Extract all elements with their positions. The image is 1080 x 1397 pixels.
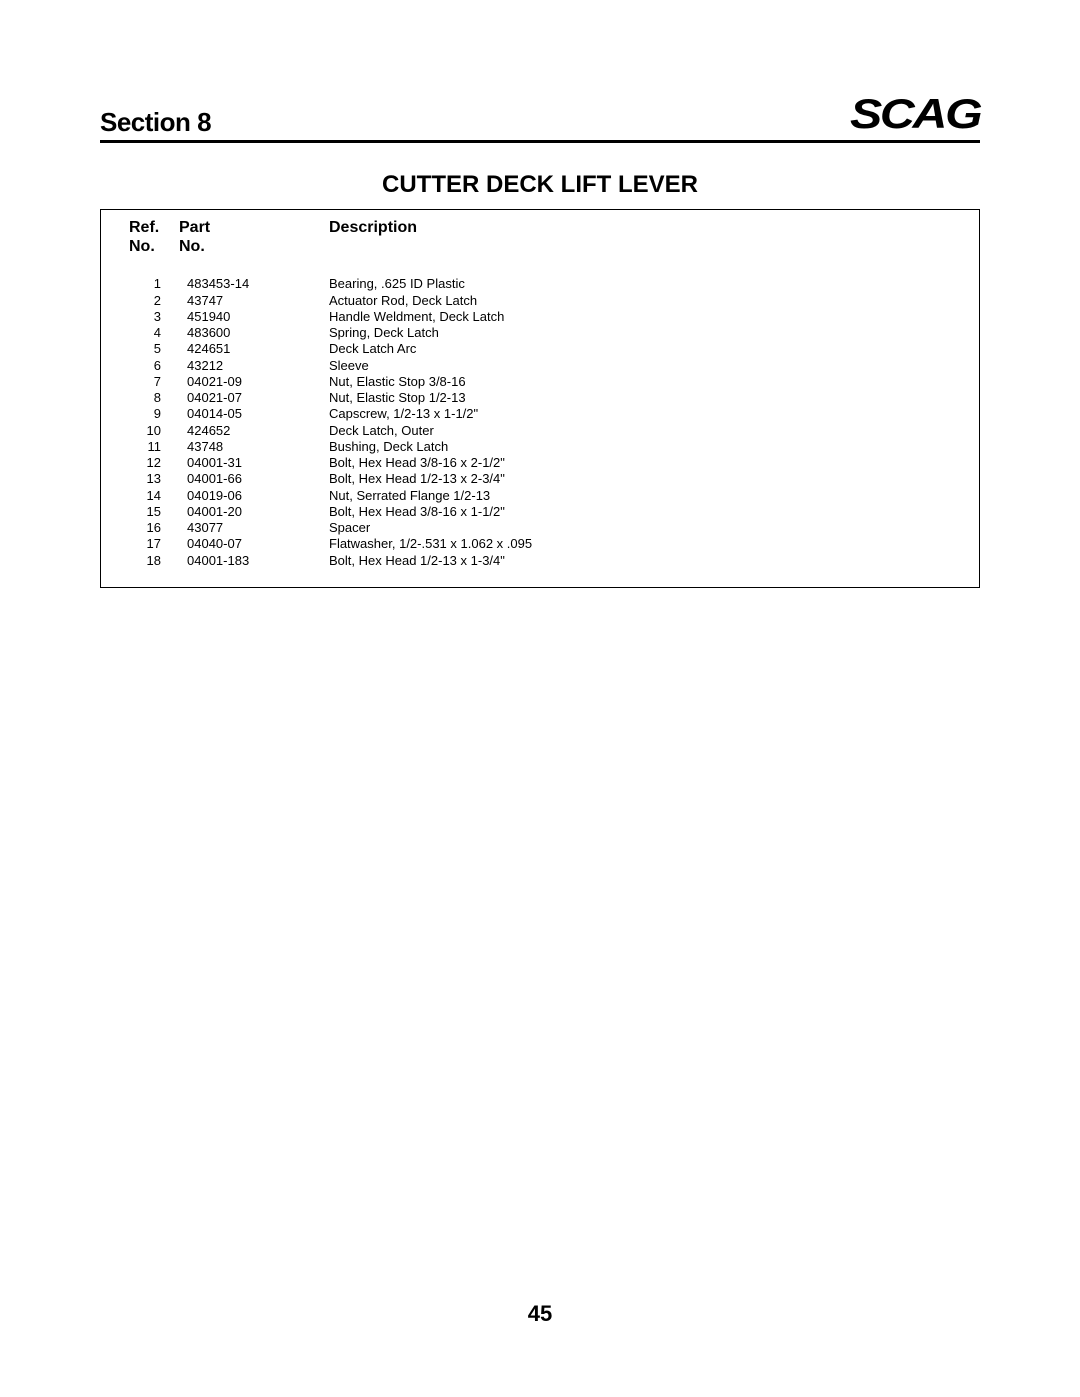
col-header-part-line1: Part xyxy=(179,218,329,237)
page-container: Section 8 SCAG CUTTER DECK LIFT LEVER Re… xyxy=(0,0,1080,588)
table-row: 3451940Handle Weldment, Deck Latch xyxy=(141,309,959,325)
table-row: 1504001-20Bolt, Hex Head 3/8-16 x 1-1/2" xyxy=(141,504,959,520)
cell-part-no: 04021-07 xyxy=(187,390,329,406)
cell-part-no: 04014-05 xyxy=(187,406,329,422)
cell-ref-no: 3 xyxy=(141,309,187,325)
col-header-ref: Ref. No. xyxy=(129,218,179,256)
cell-description: Bolt, Hex Head 3/8-16 x 2-1/2" xyxy=(329,455,959,471)
table-row: 1643077Spacer xyxy=(141,520,959,536)
col-header-ref-line2: No. xyxy=(129,237,179,256)
table-row: 10424652Deck Latch, Outer xyxy=(141,423,959,439)
cell-ref-no: 7 xyxy=(141,374,187,390)
cell-description: Spacer xyxy=(329,520,959,536)
cell-description: Flatwasher, 1/2-.531 x 1.062 x .095 xyxy=(329,536,959,552)
cell-part-no: 04019-06 xyxy=(187,488,329,504)
cell-description: Bolt, Hex Head 1/2-13 x 2-3/4" xyxy=(329,471,959,487)
cell-description: Nut, Elastic Stop 1/2-13 xyxy=(329,390,959,406)
cell-ref-no: 11 xyxy=(141,439,187,455)
table-row: 1704040-07Flatwasher, 1/2-.531 x 1.062 x… xyxy=(141,536,959,552)
cell-ref-no: 6 xyxy=(141,358,187,374)
page-title: CUTTER DECK LIFT LEVER xyxy=(100,171,980,199)
cell-part-no: 43077 xyxy=(187,520,329,536)
cell-description: Capscrew, 1/2-13 x 1-1/2" xyxy=(329,406,959,422)
cell-ref-no: 15 xyxy=(141,504,187,520)
parts-table-box: Ref. No. Part No. Description 1483453-14… xyxy=(100,209,980,588)
col-header-part: Part No. xyxy=(179,218,329,256)
cell-description: Nut, Serrated Flange 1/2-13 xyxy=(329,488,959,504)
cell-part-no: 43747 xyxy=(187,293,329,309)
cell-ref-no: 2 xyxy=(141,293,187,309)
cell-part-no: 04021-09 xyxy=(187,374,329,390)
table-row: 804021-07Nut, Elastic Stop 1/2-13 xyxy=(141,390,959,406)
table-header: Ref. No. Part No. Description xyxy=(121,218,959,276)
cell-part-no: 43212 xyxy=(187,358,329,374)
table-row: 1204001-31Bolt, Hex Head 3/8-16 x 2-1/2" xyxy=(141,455,959,471)
cell-ref-no: 10 xyxy=(141,423,187,439)
cell-description: Deck Latch Arc xyxy=(329,341,959,357)
cell-part-no: 43748 xyxy=(187,439,329,455)
table-row: 1304001-66Bolt, Hex Head 1/2-13 x 2-3/4" xyxy=(141,471,959,487)
cell-ref-no: 5 xyxy=(141,341,187,357)
cell-description: Bolt, Hex Head 1/2-13 x 1-3/4" xyxy=(329,553,959,569)
cell-part-no: 483600 xyxy=(187,325,329,341)
cell-description: Handle Weldment, Deck Latch xyxy=(329,309,959,325)
cell-description: Bearing, .625 ID Plastic xyxy=(329,276,959,292)
col-header-desc-line2: Description xyxy=(329,218,959,237)
cell-ref-no: 14 xyxy=(141,488,187,504)
table-row: 704021-09Nut, Elastic Stop 3/8-16 xyxy=(141,374,959,390)
cell-description: Deck Latch, Outer xyxy=(329,423,959,439)
cell-ref-no: 4 xyxy=(141,325,187,341)
cell-ref-no: 8 xyxy=(141,390,187,406)
table-row: 1143748Bushing, Deck Latch xyxy=(141,439,959,455)
cell-part-no: 04001-183 xyxy=(187,553,329,569)
cell-ref-no: 9 xyxy=(141,406,187,422)
cell-part-no: 424651 xyxy=(187,341,329,357)
cell-description: Spring, Deck Latch xyxy=(329,325,959,341)
table-row: 643212Sleeve xyxy=(141,358,959,374)
cell-ref-no: 16 xyxy=(141,520,187,536)
cell-ref-no: 18 xyxy=(141,553,187,569)
cell-description: Bolt, Hex Head 3/8-16 x 1-1/2" xyxy=(329,504,959,520)
cell-part-no: 451940 xyxy=(187,309,329,325)
table-row: 5424651Deck Latch Arc xyxy=(141,341,959,357)
cell-part-no: 04001-31 xyxy=(187,455,329,471)
page-number: 45 xyxy=(0,1301,1080,1327)
cell-part-no: 04001-66 xyxy=(187,471,329,487)
table-body: 1483453-14Bearing, .625 ID Plastic243747… xyxy=(121,276,959,569)
table-row: 1483453-14Bearing, .625 ID Plastic xyxy=(141,276,959,292)
table-row: 4483600Spring, Deck Latch xyxy=(141,325,959,341)
table-row: 243747Actuator Rod, Deck Latch xyxy=(141,293,959,309)
header-row: Section 8 SCAG xyxy=(100,90,980,143)
table-row: 904014-05Capscrew, 1/2-13 x 1-1/2" xyxy=(141,406,959,422)
cell-ref-no: 12 xyxy=(141,455,187,471)
cell-ref-no: 17 xyxy=(141,536,187,552)
cell-description: Nut, Elastic Stop 3/8-16 xyxy=(329,374,959,390)
cell-description: Actuator Rod, Deck Latch xyxy=(329,293,959,309)
cell-part-no: 424652 xyxy=(187,423,329,439)
col-header-desc: Description xyxy=(329,218,959,256)
cell-part-no: 483453-14 xyxy=(187,276,329,292)
cell-part-no: 04001-20 xyxy=(187,504,329,520)
cell-description: Bushing, Deck Latch xyxy=(329,439,959,455)
section-label: Section 8 xyxy=(100,107,211,138)
table-row: 1404019-06Nut, Serrated Flange 1/2-13 xyxy=(141,488,959,504)
col-header-part-line2: No. xyxy=(179,237,329,256)
table-row: 1804001-183Bolt, Hex Head 1/2-13 x 1-3/4… xyxy=(141,553,959,569)
cell-part-no: 04040-07 xyxy=(187,536,329,552)
cell-description: Sleeve xyxy=(329,358,959,374)
brand-logo: SCAG xyxy=(850,90,980,138)
cell-ref-no: 1 xyxy=(141,276,187,292)
col-header-ref-line1: Ref. xyxy=(129,218,179,237)
cell-ref-no: 13 xyxy=(141,471,187,487)
